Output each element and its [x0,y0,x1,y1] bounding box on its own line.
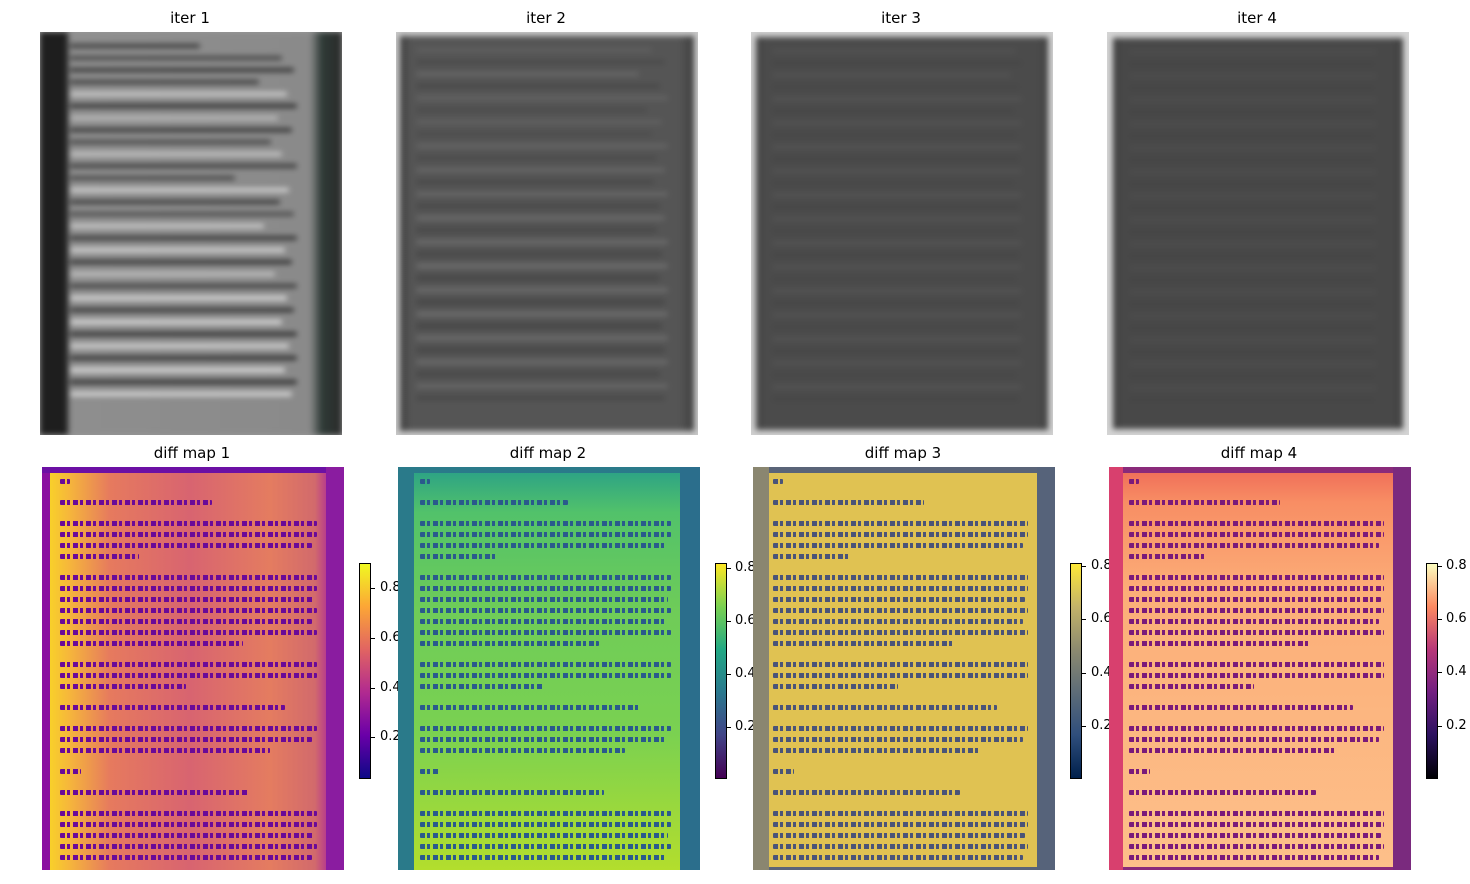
colorbar-2 [715,563,727,779]
colorbar-3-tick: 0.4 [1091,665,1112,680]
colorbar-3-tick: 0.6 [1091,611,1112,626]
diff-map-3-text-lines [773,479,1033,862]
diff-map-1-image [42,467,344,870]
colorbar-3-tick: 0.2 [1091,718,1112,733]
iter-1-text-lines [70,44,306,427]
iter-3-text-lines [772,49,1032,422]
iter-4-text-lines [1129,50,1387,421]
diff-map-4-title: diff map 4 [1220,444,1298,462]
diff-map-4-image [1109,467,1411,870]
colorbar-1-tick: 0.4 [380,680,401,695]
diff-map-1-title: diff map 1 [153,444,231,462]
colorbar-4-tick: 0.6 [1446,611,1467,626]
diff-map-4-text-lines [1129,479,1389,862]
iter-4-image [1107,32,1409,435]
diff-map-2-image [398,467,700,870]
colorbar-1 [359,563,371,779]
colorbar-3-tick: 0.8 [1091,558,1112,573]
diff-map-3-image [753,467,1055,870]
colorbar-2-tick: 0.8 [735,560,756,575]
colorbar-4-tick: 0.2 [1446,718,1467,733]
iter-3-title: iter 3 [881,9,921,27]
diff-map-2-text-lines [420,479,676,862]
colorbar-2-tick: 0.4 [735,666,756,681]
colorbar-1-tick: 0.6 [380,630,401,645]
iter-2-image [396,32,698,435]
colorbar-1-tick: 0.8 [380,580,401,595]
iter-3-image [751,32,1053,435]
iter-2-text-lines [416,48,678,423]
iter-1-title: iter 1 [170,9,210,27]
iter-2-title: iter 2 [526,9,566,27]
diff-map-3-title: diff map 3 [864,444,942,462]
diff-map-1-text-lines [60,479,322,862]
colorbar-1-tick: 0.2 [380,729,401,744]
colorbar-4-tick: 0.8 [1446,558,1467,573]
colorbar-4 [1426,563,1438,779]
diff-map-2-title: diff map 2 [509,444,587,462]
colorbar-2-tick: 0.6 [735,613,756,628]
colorbar-3 [1070,563,1082,779]
colorbar-2-tick: 0.2 [735,719,756,734]
iter-1-image [40,32,342,435]
iter-4-title: iter 4 [1237,9,1277,27]
colorbar-4-tick: 0.4 [1446,664,1467,679]
